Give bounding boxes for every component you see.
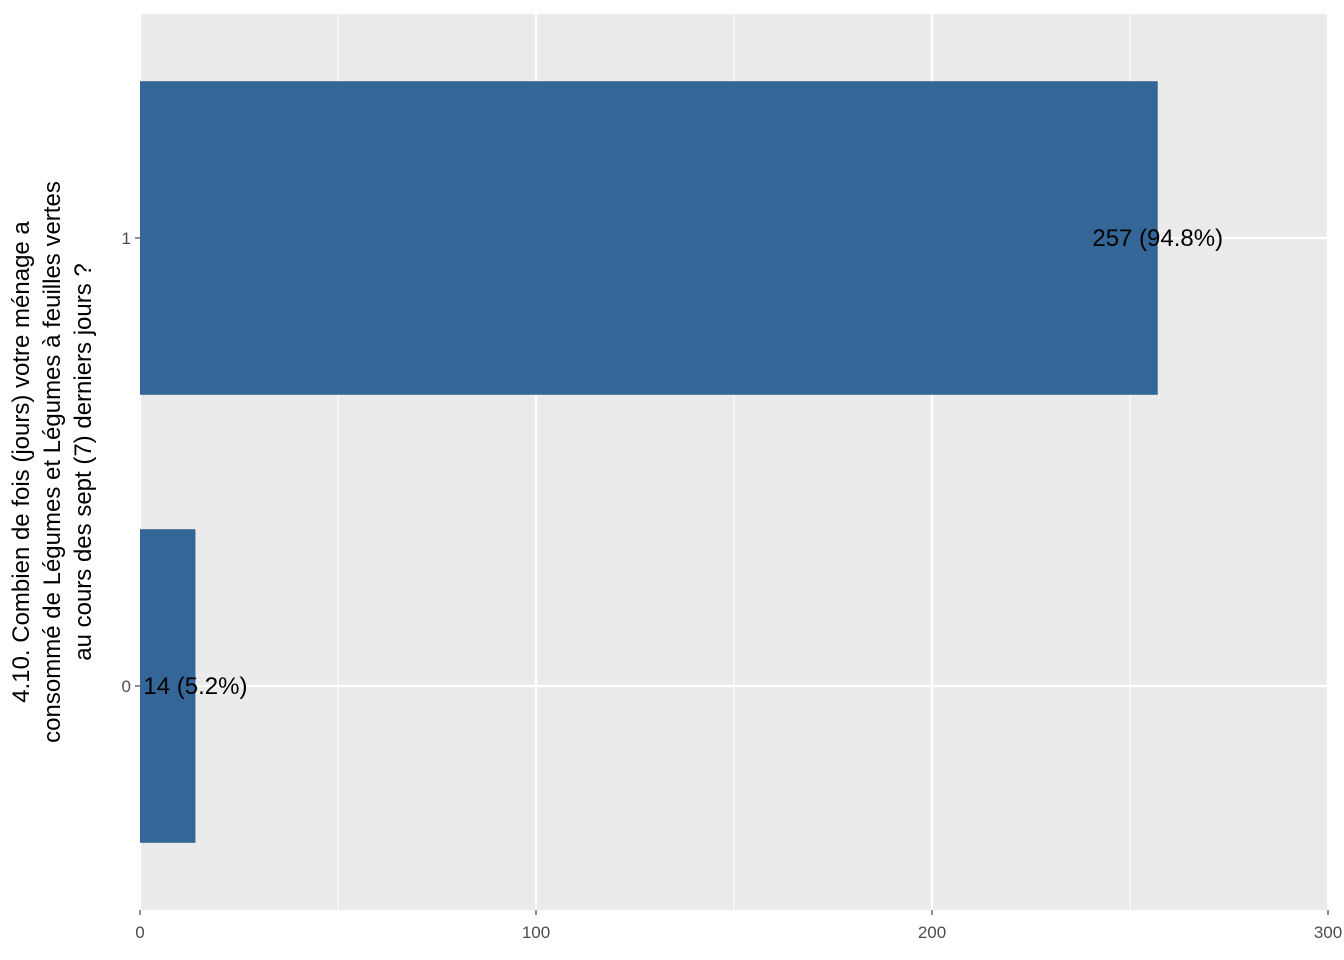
bars [140,81,1158,843]
y-axis-title-line: consommé de Légumes et Légumes à feuille… [39,181,66,743]
y-axis-title-line: au cours des sept (7) derniers jours ? [70,263,97,661]
x-tick-label-300: 300 [1314,923,1342,942]
y-axis-ticks: 01 [122,229,140,696]
y-axis-title-line: 4.10. Combien de fois (jours) votre ména… [8,221,35,703]
x-tick-label-0: 0 [135,923,144,942]
y-tick-label-0: 0 [122,677,131,696]
data-labels: 14 (5.2%) 257 (94.8%) [143,225,1223,700]
y-tick-label-1: 1 [122,229,131,248]
data-label-0: 14 (5.2%) [143,673,247,700]
x-tick-label-200: 200 [918,923,946,942]
bar-0 [140,529,196,843]
x-axis-ticks: 0 100 200 300 [135,910,1342,942]
x-tick-label-100: 100 [522,923,550,942]
data-label-1: 257 (94.8%) [1092,225,1223,252]
bar-1 [140,81,1158,395]
y-axis-title: 4.10. Combien de fois (jours) votre ména… [8,181,97,743]
